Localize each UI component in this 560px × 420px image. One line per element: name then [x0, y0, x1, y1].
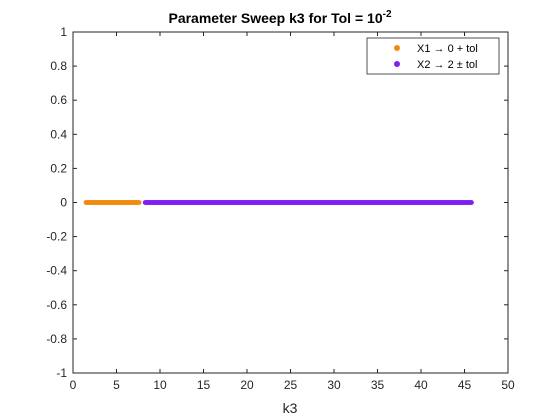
data-point — [136, 200, 142, 205]
series-2 — [142, 200, 474, 205]
y-axis: -1 -0.8 -0.6 -0.4 -0.2 0 0.2 0.4 0.6 0.8 1 — [46, 25, 508, 380]
legend-marker — [394, 45, 400, 51]
x-tick-label: 20 — [240, 378, 254, 392]
x-axis: 0 5 10 15 20 25 30 35 40 45 50 — [70, 32, 515, 392]
y-tick-label: 1 — [60, 25, 67, 39]
x-tick-label: 40 — [414, 378, 428, 392]
y-tick-label: 0 — [60, 196, 67, 210]
y-tick-label: 0.4 — [50, 127, 67, 141]
legend-box — [366, 37, 500, 75]
x-axis-label: k3 — [283, 400, 298, 416]
chart-title: Parameter Sweep k3 for Tol = 10-2 — [168, 9, 391, 26]
y-tick-label: -0.4 — [46, 264, 67, 278]
data-point — [469, 200, 474, 205]
x-tick-label: 45 — [458, 378, 472, 392]
legend-label: X2 → 2 ± tol — [417, 59, 477, 71]
series-1 — [83, 200, 142, 205]
x-tick-label: 0 — [70, 378, 77, 392]
y-tick-label: 0.2 — [50, 161, 67, 175]
chart-title-exponent: -2 — [383, 9, 392, 20]
x-tick-label: 15 — [197, 378, 211, 392]
series-layer — [83, 200, 474, 205]
x-tick-label: 5 — [113, 378, 120, 392]
x-tick-label: 25 — [284, 378, 298, 392]
y-tick-label: -0.8 — [46, 332, 67, 346]
x-tick-label: 10 — [153, 378, 167, 392]
x-tick-label: 50 — [501, 378, 515, 392]
legend: X1 → 0 + tol X2 → 2 ± tol — [366, 37, 500, 75]
chart-title-main: Parameter Sweep k3 for Tol = 10 — [168, 10, 382, 26]
x-tick-label: 35 — [371, 378, 385, 392]
x-tick-label: 30 — [327, 378, 341, 392]
y-tick-label: -0.6 — [46, 298, 67, 312]
y-tick-label: 0.6 — [50, 93, 67, 107]
y-tick-label: -1 — [56, 366, 67, 380]
y-tick-label: -0.2 — [46, 230, 67, 244]
y-tick-label: 0.8 — [50, 59, 67, 73]
legend-label: X1 → 0 + tol — [417, 43, 478, 55]
legend-marker — [394, 61, 400, 67]
